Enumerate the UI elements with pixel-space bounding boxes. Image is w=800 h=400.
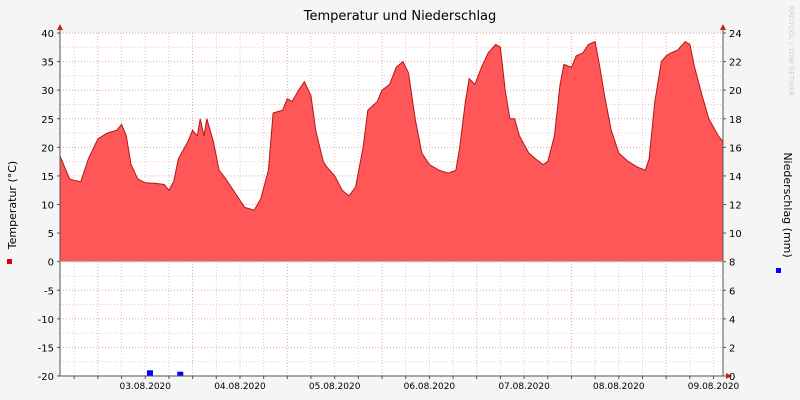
chart-title: Temperatur und Niederschlag bbox=[303, 9, 497, 24]
x-axis-arrow bbox=[726, 373, 732, 379]
right-axis-arrow bbox=[720, 24, 726, 30]
temperature-legend-marker bbox=[7, 259, 12, 264]
x-tick-label: 05.08.2020 bbox=[309, 382, 361, 392]
left-tick-label: 35 bbox=[41, 58, 54, 69]
right-tick-label: 6 bbox=[729, 286, 735, 297]
left-axis-label: Temperatur (°C) bbox=[6, 161, 19, 250]
left-tick-label: -20 bbox=[38, 372, 54, 383]
left-tick-label: 5 bbox=[48, 229, 54, 240]
left-tick-label: 0 bbox=[48, 258, 54, 269]
left-tick-label: -5 bbox=[44, 286, 54, 297]
right-tick-label: 16 bbox=[729, 143, 742, 154]
x-tick-label: 06.08.2020 bbox=[404, 382, 456, 392]
right-tick-label: 4 bbox=[729, 315, 735, 326]
left-tick-label: 15 bbox=[41, 172, 54, 183]
left-tick-label: 25 bbox=[41, 115, 54, 126]
x-tick-label: 03.08.2020 bbox=[119, 382, 171, 392]
right-tick-label: 22 bbox=[729, 58, 742, 69]
precipitation-bar bbox=[177, 371, 184, 376]
right-tick-label: 18 bbox=[729, 115, 742, 126]
right-tick-label: 12 bbox=[729, 201, 742, 212]
left-tick-label: -10 bbox=[38, 315, 54, 326]
right-tick-label: 8 bbox=[729, 258, 735, 269]
right-tick-label: 10 bbox=[729, 229, 742, 240]
right-tick-label: 0 bbox=[729, 372, 735, 383]
right-tick-label: 2 bbox=[729, 343, 735, 354]
x-tick-label: 04.08.2020 bbox=[214, 382, 266, 392]
axes bbox=[57, 24, 732, 379]
left-tick-label: 20 bbox=[41, 143, 54, 154]
temperature-line bbox=[59, 40, 724, 211]
watermark: RRDTOOL / TOBI OETIKER bbox=[787, 6, 795, 96]
precipitation-marks bbox=[146, 370, 184, 376]
left-axis-ticks: -20 -15 -10 -5 0 5 10 15 20 25 30 35 40 bbox=[38, 29, 60, 383]
temperature-area bbox=[60, 41, 723, 262]
x-tick-label: 08.08.2020 bbox=[593, 382, 645, 392]
right-tick-label: 14 bbox=[729, 172, 742, 183]
x-tick-label: 07.08.2020 bbox=[498, 382, 550, 392]
x-axis-ticks: 03.08.2020 04.08.2020 05.08.2020 06.08.2020… bbox=[73, 376, 740, 392]
precipitation-legend-marker bbox=[776, 268, 781, 273]
left-tick-label: 30 bbox=[41, 86, 54, 97]
right-axis-label: Niederschlag (mm) bbox=[781, 152, 794, 257]
right-tick-label: 24 bbox=[729, 29, 742, 40]
left-tick-label: 40 bbox=[41, 29, 54, 40]
precipitation-bar bbox=[146, 370, 153, 376]
left-tick-label: 10 bbox=[41, 201, 54, 212]
x-tick-label: 09.08.2020 bbox=[688, 382, 740, 392]
left-axis-arrow bbox=[57, 24, 63, 30]
right-tick-label: 20 bbox=[729, 86, 742, 97]
left-tick-label: -15 bbox=[38, 343, 54, 354]
